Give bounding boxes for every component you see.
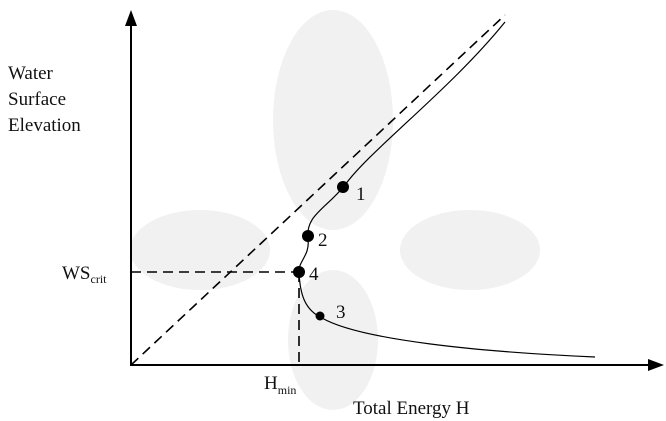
ws-main: WS xyxy=(62,263,91,284)
y-label: Water xyxy=(8,63,54,84)
point-label: 3 xyxy=(336,302,346,323)
axes xyxy=(130,22,652,366)
point xyxy=(293,266,305,278)
ws-sub: crit xyxy=(91,272,108,286)
point xyxy=(337,181,349,193)
point xyxy=(315,311,325,321)
h-min-label: Hmin xyxy=(264,373,296,397)
point-label: 1 xyxy=(356,184,366,205)
y-label: Surface xyxy=(8,89,66,110)
point xyxy=(302,230,314,242)
h-sub: min xyxy=(278,383,297,397)
energy-curve xyxy=(298,21,596,358)
ws-crit-label: WScrit xyxy=(62,263,107,286)
x-arrow xyxy=(648,359,664,371)
y-label: Elevation xyxy=(8,115,81,136)
h-main: H xyxy=(264,373,278,394)
equal-line xyxy=(130,14,506,366)
point-label: 4 xyxy=(309,264,319,285)
x-label: Total Energy H xyxy=(353,398,470,419)
point-label: 2 xyxy=(318,230,328,251)
watermark xyxy=(130,10,540,410)
y-arrow xyxy=(125,10,137,26)
